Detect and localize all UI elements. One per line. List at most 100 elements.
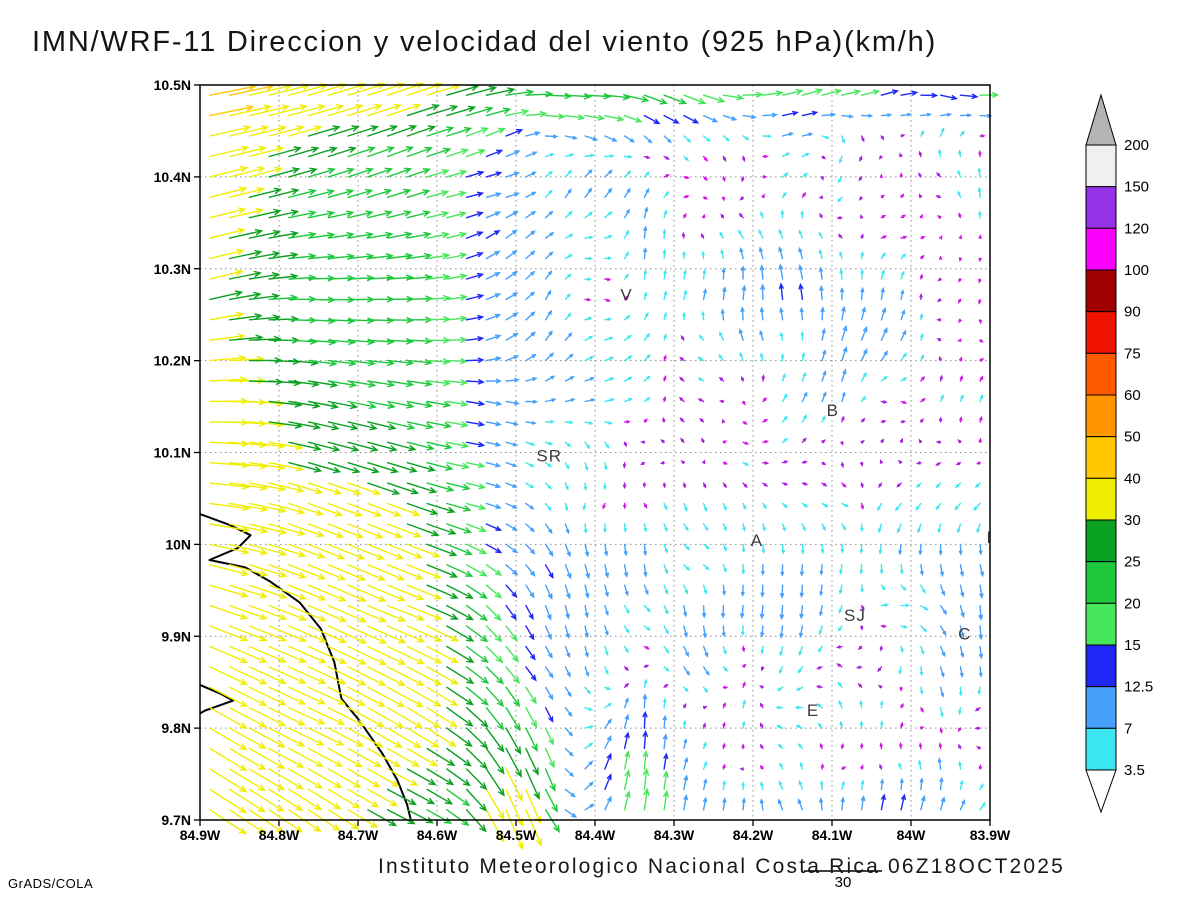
wind-arrow (505, 707, 521, 732)
wind-arrow (740, 306, 745, 321)
wind-arrow (779, 604, 785, 621)
wind-arrow (776, 724, 784, 729)
wind-arrow (564, 273, 572, 280)
wind-arrow (248, 686, 287, 706)
wind-arrow (643, 564, 648, 578)
wind-arrow (307, 768, 343, 789)
wind-arrow (327, 462, 361, 474)
wind-arrow (839, 720, 843, 729)
wind-arrow (347, 125, 380, 137)
wind-arrow (798, 645, 804, 657)
wind-arrow (386, 125, 418, 137)
wind-arrow (426, 379, 452, 387)
wind-arrow (759, 798, 764, 811)
wind-arrow (722, 584, 726, 597)
wind-arrow (465, 211, 484, 219)
wind-arrow (426, 400, 452, 408)
wind-arrow (701, 437, 705, 443)
wind-arrow (446, 231, 468, 239)
wind-arrow (347, 231, 374, 239)
wind-arrow (465, 645, 489, 664)
wind-arrow (977, 186, 982, 198)
wind-arrow (860, 742, 864, 750)
wind-arrow (248, 166, 283, 178)
wind-arrow (779, 306, 784, 321)
wind-arrow (742, 523, 746, 532)
wind-arrow (859, 155, 863, 163)
wind-arrow (877, 666, 883, 673)
wind-arrow (936, 215, 942, 219)
wind-arrow (228, 788, 266, 813)
station-label: E (807, 701, 819, 720)
wind-arrow (604, 169, 613, 178)
wind-arrow (584, 297, 592, 302)
wind-arrow (702, 135, 711, 143)
wind-arrow (406, 747, 439, 767)
wind-arrow (880, 214, 887, 219)
wind-arrow (880, 350, 888, 362)
wind-arrow (209, 707, 248, 729)
wind-arrow (426, 564, 459, 578)
wind-arrow (584, 742, 594, 750)
wind-arrow (209, 311, 245, 321)
wind-arrow (957, 523, 962, 534)
wind-arrow (406, 727, 440, 748)
wind-arrow (584, 441, 591, 450)
wind-arrow (663, 333, 667, 341)
wind-arrow (564, 645, 571, 659)
wind-arrow (978, 257, 982, 263)
colorbar-segment (1085, 686, 1117, 729)
wind-arrow (386, 768, 419, 786)
wind-arrow (742, 482, 748, 489)
wind-arrow (465, 293, 485, 301)
wind-arrow (938, 543, 943, 556)
wind-arrow (465, 625, 489, 643)
wind-arrow (602, 502, 606, 510)
wind-arrow (959, 394, 964, 403)
wind-arrow (485, 272, 501, 280)
wind-arrow (248, 272, 281, 280)
wind-arrow (386, 666, 425, 686)
wind-arrow (485, 356, 502, 362)
wind-arrow (288, 564, 327, 580)
wind-arrow (702, 155, 709, 162)
wind-arrow (683, 502, 688, 513)
wind-arrow (347, 210, 374, 219)
wind-arrow (228, 145, 267, 158)
wind-arrow (720, 213, 725, 219)
wind-arrow (446, 441, 470, 449)
wind-arrow (465, 252, 485, 260)
wind-arrow (209, 269, 244, 280)
wind-arrow (307, 400, 340, 410)
wind-arrow (327, 167, 356, 178)
wind-arrow (564, 153, 575, 158)
wind-arrow (900, 702, 904, 709)
wind-arrow (327, 210, 355, 219)
wind-arrow (798, 263, 804, 280)
wind-arrow (386, 253, 414, 260)
wind-arrow (762, 90, 784, 97)
wind-arrow (228, 502, 269, 512)
wind-arrow (584, 803, 595, 811)
wind-arrow (209, 747, 248, 772)
wind-arrow (327, 317, 356, 324)
wind-arrow (505, 523, 518, 531)
wind-arrow (738, 212, 744, 219)
colorbar-tick-label: 3.5 (1124, 762, 1145, 779)
wind-arrow (268, 441, 304, 451)
wind-arrow (778, 263, 784, 280)
wind-arrow (583, 482, 588, 492)
colorbar-segment (1085, 227, 1117, 271)
wind-arrow (816, 703, 823, 709)
wind-arrow (623, 420, 631, 424)
wind-arrow (525, 584, 535, 599)
wind-arrow (485, 171, 503, 178)
wind-arrow (781, 372, 786, 382)
wind-arrow (584, 625, 589, 639)
station-label: SJ (844, 606, 866, 625)
wind-arrow (446, 148, 470, 158)
wind-arrow (702, 584, 708, 595)
wind-arrow (367, 564, 406, 581)
wind-arrow (604, 256, 613, 260)
wind-arrow (643, 246, 648, 260)
